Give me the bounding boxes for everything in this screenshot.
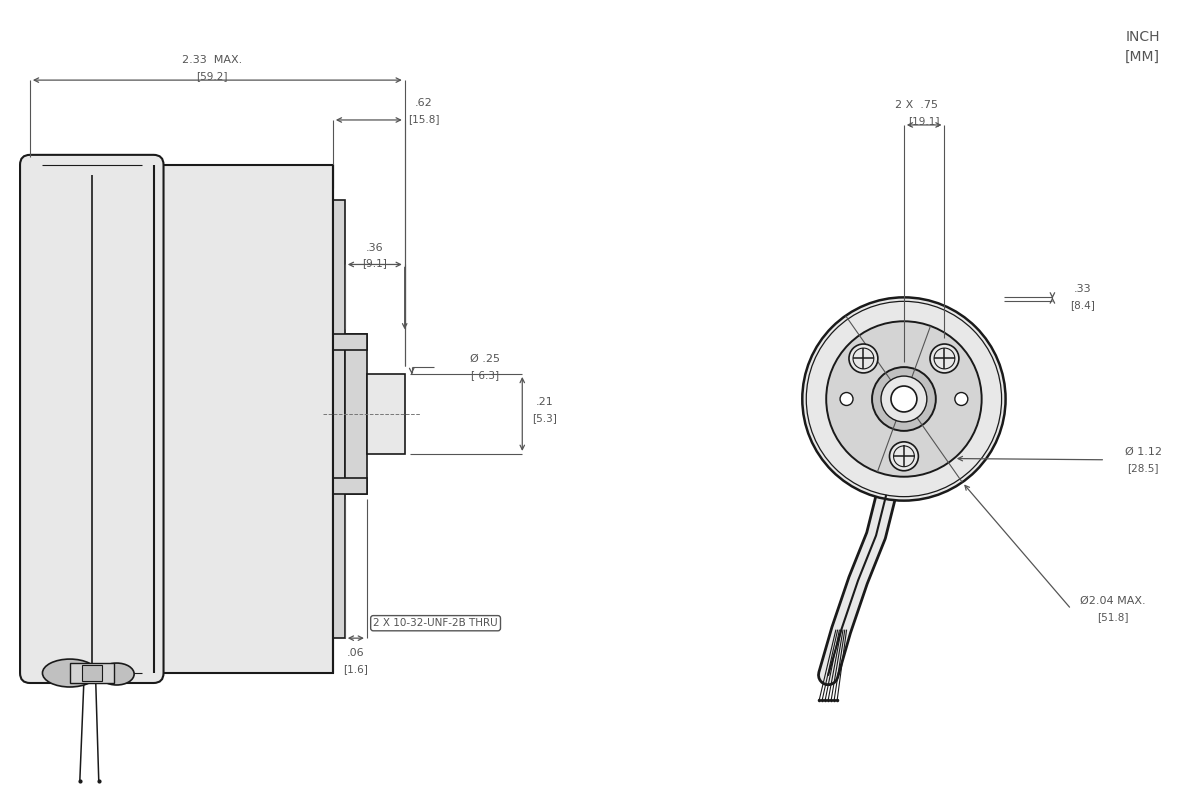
- Circle shape: [848, 344, 878, 373]
- Text: Ø2.04 MAX.: Ø2.04 MAX.: [1080, 596, 1146, 607]
- Text: 2.33  MAX.: 2.33 MAX.: [182, 55, 242, 65]
- Text: [28.5]: [28.5]: [1127, 463, 1159, 472]
- Text: [19.1]: [19.1]: [908, 116, 940, 126]
- Bar: [332, 478, 367, 494]
- Text: [ 6.3]: [ 6.3]: [472, 370, 499, 380]
- Text: .62: .62: [415, 98, 432, 108]
- Text: 2 X  .75: 2 X .75: [894, 100, 937, 110]
- Text: [51.8]: [51.8]: [1098, 612, 1129, 622]
- Bar: [367, 374, 404, 454]
- Text: Ø .25: Ø .25: [470, 354, 500, 364]
- Text: [15.8]: [15.8]: [408, 114, 439, 124]
- FancyBboxPatch shape: [20, 155, 163, 683]
- Text: .36: .36: [366, 242, 384, 252]
- Text: Ø 1.12: Ø 1.12: [1124, 447, 1162, 457]
- Bar: [332, 334, 367, 350]
- Text: [59.2]: [59.2]: [197, 71, 228, 81]
- Text: .21: .21: [535, 397, 553, 407]
- Circle shape: [930, 344, 959, 373]
- FancyBboxPatch shape: [154, 165, 332, 673]
- Text: 2 X 10-32-UNF-2B THRU: 2 X 10-32-UNF-2B THRU: [373, 619, 498, 628]
- Circle shape: [827, 322, 982, 476]
- Circle shape: [881, 376, 926, 422]
- Bar: [70, 663, 114, 683]
- Circle shape: [890, 386, 917, 412]
- Bar: [344, 334, 367, 494]
- Circle shape: [803, 297, 1006, 501]
- Bar: [82, 665, 102, 681]
- Text: .06: .06: [347, 648, 365, 658]
- Circle shape: [955, 392, 968, 406]
- Text: [5.3]: [5.3]: [532, 413, 557, 423]
- Ellipse shape: [42, 659, 97, 687]
- Text: INCH: INCH: [1126, 30, 1160, 44]
- Text: [9.1]: [9.1]: [362, 259, 388, 268]
- Text: [1.6]: [1.6]: [343, 664, 368, 674]
- Bar: [332, 200, 344, 638]
- Text: [8.4]: [8.4]: [1070, 300, 1094, 310]
- Circle shape: [889, 441, 918, 471]
- Circle shape: [872, 367, 936, 431]
- Ellipse shape: [100, 663, 134, 685]
- Text: .33: .33: [1074, 284, 1091, 295]
- Text: [MM]: [MM]: [1126, 50, 1160, 64]
- Circle shape: [840, 392, 853, 406]
